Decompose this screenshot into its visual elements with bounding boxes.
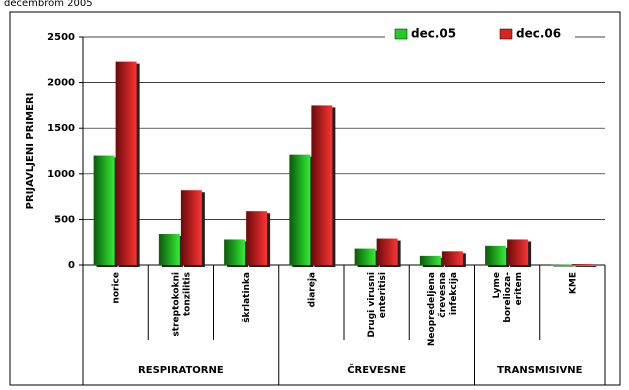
x-tick-label: Neopredeljenačrevesnainfekcija [426, 272, 458, 346]
x-tick-label: Lymeborelioza-eritem [492, 272, 524, 323]
bar [246, 211, 268, 265]
group-label: TRANSMISIVNE [497, 365, 583, 376]
legend-swatch [499, 28, 513, 40]
legend-label: dec.05 [411, 27, 456, 41]
y-tick-label: 2500 [47, 32, 75, 43]
y-tick-label: 1000 [47, 169, 75, 180]
bar [93, 155, 115, 265]
y-tick-label: 2000 [47, 78, 75, 89]
bar [507, 239, 529, 265]
bar [441, 251, 463, 265]
legend-label: dec.06 [516, 27, 561, 41]
legend-box [385, 24, 575, 44]
y-tick-label: 500 [54, 214, 75, 225]
bar [572, 264, 594, 265]
y-tick-label: 1500 [47, 123, 75, 134]
bar-shadow [575, 266, 597, 267]
bar [289, 154, 311, 265]
bar [376, 238, 398, 265]
chart-frame [9, 11, 621, 386]
bar [115, 61, 137, 266]
group-label: RESPIRATORNE [138, 365, 224, 376]
x-tick-label: diareja [307, 272, 317, 307]
bar [354, 248, 376, 265]
x-tick-label: škrlatinka [241, 272, 252, 323]
bar [311, 105, 333, 266]
bar [180, 190, 202, 265]
y-tick-label: 0 [68, 260, 75, 271]
group-label: ČREVESNE [347, 363, 406, 376]
y-axis-label: PRIJAVLJENI PRIMERI [25, 93, 36, 210]
bar [158, 233, 180, 265]
x-tick-label: streptokoknitonzilitis [171, 272, 192, 337]
x-tick-label: Drugi virusnienteritisi [367, 272, 388, 338]
x-tick-label: KME [568, 272, 578, 294]
legend-swatch [394, 28, 408, 40]
header: decembrom 2005 [4, 0, 93, 9]
x-tick-label: norice [111, 272, 121, 304]
bar [224, 239, 246, 265]
bar [485, 245, 507, 265]
bar [419, 255, 441, 265]
